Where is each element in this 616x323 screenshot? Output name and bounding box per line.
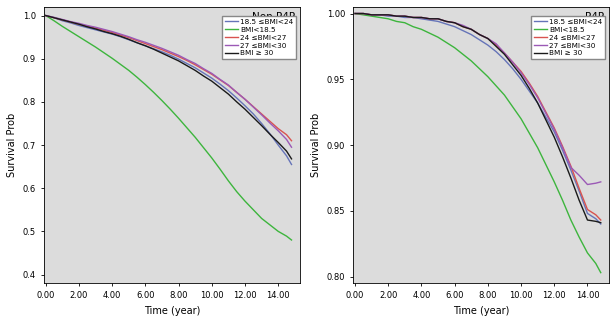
Legend: 18.5 ≤BMI<24, BMI<18.5, 24 ≤BMI<27, 27 ≤BMI<30, BMI ≥ 30: 18.5 ≤BMI<24, BMI<18.5, 24 ≤BMI<27, 27 ≤… — [531, 16, 606, 59]
Legend: 18.5 ≤BMI<24, BMI<18.5, 24 ≤BMI<27, 27 ≤BMI<30, BMI ≥ 30: 18.5 ≤BMI<24, BMI<18.5, 24 ≤BMI<27, 27 ≤… — [222, 16, 296, 59]
Y-axis label: Survival Prob: Survival Prob — [7, 113, 17, 177]
Y-axis label: Survival Prob: Survival Prob — [311, 113, 321, 177]
X-axis label: Time (year): Time (year) — [144, 306, 200, 316]
Text: Non P4P: Non P4P — [251, 13, 294, 23]
X-axis label: Time (year): Time (year) — [453, 306, 509, 316]
Text: P4P: P4P — [585, 13, 604, 23]
